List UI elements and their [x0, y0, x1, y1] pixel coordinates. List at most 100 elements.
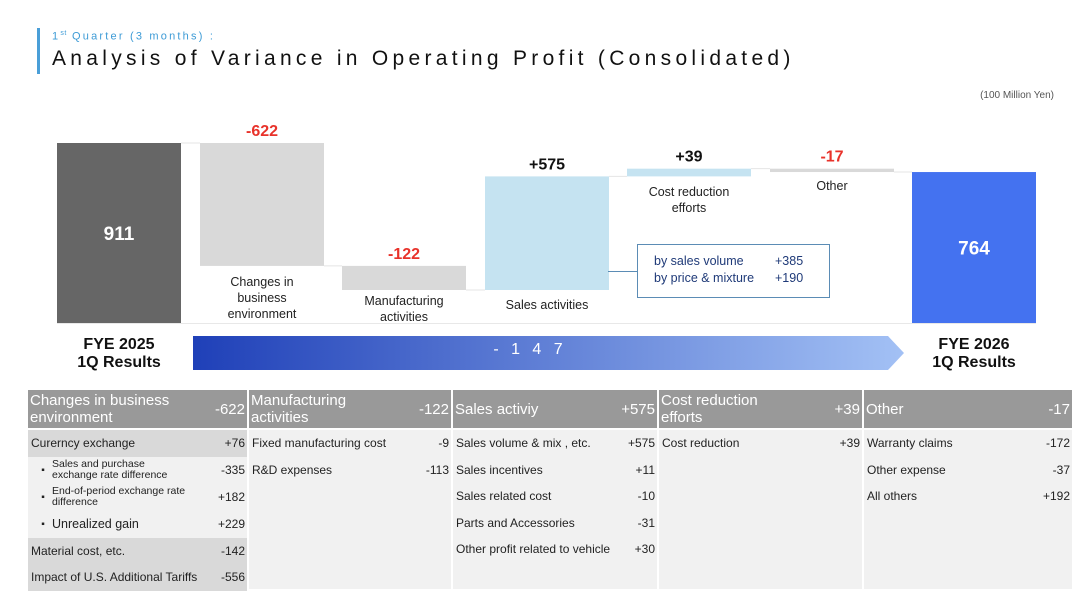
- callout-row: by price & mixture +190: [654, 270, 829, 287]
- column-title: Cost reduction efforts: [661, 392, 791, 426]
- table-row: Parts and Accessories -31: [453, 510, 657, 537]
- bullet-icon: ▪: [34, 465, 52, 476]
- bar-category-label: Changes in business environment: [228, 275, 297, 321]
- bar-value-label: 764: [958, 239, 990, 260]
- row-value: +11: [636, 463, 655, 477]
- bar-category-label: Cost reduction efforts: [649, 185, 730, 215]
- row-value: +39: [840, 436, 860, 450]
- column-title: Manufacturing activities: [251, 392, 381, 426]
- row-label-text: Sales and purchase exchange rate differe…: [52, 459, 192, 482]
- column-total: -17: [1048, 401, 1070, 418]
- table-column: Manufacturing activities -122 Fixed manufa…: [249, 390, 453, 589]
- table-column: Sales activiy +575 Sales volume & mix , et…: [453, 390, 659, 589]
- bar-value-label: +575: [529, 156, 565, 173]
- row-label-text: Cost reduction: [662, 436, 739, 450]
- bar-category-label: Sales activities: [506, 298, 589, 312]
- table-row: ▪ End-of-period exchange rate difference +…: [28, 484, 247, 511]
- row-value: -31: [638, 516, 655, 530]
- row-value: -335: [221, 463, 245, 477]
- row-label-text: Sales related cost: [456, 489, 551, 503]
- table-column-header: Manufacturing activities -122: [249, 390, 451, 430]
- callout-value: +385: [775, 253, 803, 270]
- callout-label: by price & mixture: [654, 270, 775, 287]
- variance-breakdown-table: Changes in business environment -622 Curer…: [28, 390, 1072, 589]
- start-period-line: FYE 2025: [48, 336, 190, 354]
- row-label-text: R&D expenses: [252, 463, 332, 477]
- column-title: Other: [866, 401, 904, 418]
- row-value: +192: [1043, 489, 1070, 503]
- row-label-text: End-of-period exchange rate difference: [52, 486, 192, 509]
- table-column: Changes in business environment -622 Curer…: [28, 390, 249, 589]
- column-title: Changes in business environment: [30, 392, 190, 426]
- bar-value-label: +39: [675, 149, 702, 166]
- table-row: Fixed manufacturing cost -9: [249, 430, 451, 457]
- total-change-value: - 1 4 7: [470, 341, 590, 359]
- table-row: Material cost, etc. -142: [28, 538, 247, 565]
- end-period-line: FYE 2026: [903, 336, 1045, 354]
- row-value: -113: [426, 463, 449, 477]
- row-label: Other profit related to vehicle: [456, 542, 610, 556]
- bar-sales-activities: [485, 176, 609, 290]
- bar-cost-reduction-efforts: [627, 169, 751, 177]
- row-label-text: Other profit related to vehicle: [456, 542, 610, 556]
- bar-other: [770, 169, 894, 172]
- bar-manufacturing-activities: [342, 266, 466, 290]
- table-row: ▪ Unrealized gain +229: [28, 511, 247, 538]
- unit-label: (100 Million Yen): [980, 90, 1054, 101]
- table-row: Other expense -37: [864, 457, 1072, 484]
- row-label: Sales related cost: [456, 489, 551, 503]
- callout-row: by sales volume +385: [654, 253, 829, 270]
- row-label: ▪ Sales and purchase exchange rate differ…: [34, 459, 192, 482]
- row-label-text: All others: [867, 489, 917, 503]
- bar-value-label: -622: [246, 123, 278, 140]
- page-subtitle: 1st Quarter (3 months) :: [52, 30, 215, 43]
- row-label: ▪ Unrealized gain: [34, 517, 139, 531]
- callout-connector: [608, 271, 637, 272]
- row-value: -10: [638, 489, 655, 503]
- column-total: +575: [621, 401, 655, 418]
- start-period-line: 1Q Results: [48, 354, 190, 372]
- table-row: Sales related cost -10: [453, 483, 657, 510]
- table-row: ▪ Sales and purchase exchange rate differ…: [28, 457, 247, 484]
- callout-value: +190: [775, 270, 803, 287]
- end-period-label: FYE 2026 1Q Results: [903, 336, 1045, 372]
- page-title: Analysis of Variance in Operating Profit…: [52, 47, 795, 71]
- row-label: Warranty claims: [867, 436, 953, 450]
- bullet-icon: ▪: [34, 519, 52, 530]
- row-label-text: Unrealized gain: [52, 517, 139, 531]
- row-label: Curerncy exchange: [31, 436, 135, 450]
- row-value: +76: [225, 436, 245, 450]
- table-column: Other -17 Warranty claims -172 Other expense…: [864, 390, 1072, 589]
- table-row: Warranty claims -172: [864, 430, 1072, 457]
- row-label-text: Other expense: [867, 463, 946, 477]
- column-total: +39: [835, 401, 860, 418]
- table-row: Cost reduction +39: [659, 430, 862, 457]
- table-row: Sales volume & mix , etc. +575: [453, 430, 657, 457]
- table-row: Other profit related to vehicle +30: [453, 536, 657, 563]
- row-value: -37: [1053, 463, 1070, 477]
- row-label-text: Parts and Accessories: [456, 516, 575, 530]
- bar-value-label: 911: [104, 224, 135, 245]
- row-label: Impact of U.S. Additional Tariffs: [31, 570, 197, 584]
- row-label: ▪ End-of-period exchange rate difference: [34, 486, 192, 509]
- end-period-line: 1Q Results: [903, 354, 1045, 372]
- bar-category-label: Other: [816, 179, 847, 193]
- table-column-header: Sales activiy +575: [453, 390, 657, 430]
- table-column: Cost reduction efforts +39 Cost reduction +…: [659, 390, 864, 589]
- table-column-header: Other -17: [864, 390, 1072, 430]
- table-row: All others +192: [864, 483, 1072, 510]
- row-label: Sales volume & mix , etc.: [456, 436, 591, 450]
- row-value: +229: [218, 517, 245, 531]
- table-row: R&D expenses -113: [249, 457, 451, 484]
- row-label-text: Warranty claims: [867, 436, 953, 450]
- row-label: R&D expenses: [252, 463, 332, 477]
- row-label-text: Impact of U.S. Additional Tariffs: [31, 570, 197, 584]
- table-column-header: Changes in business environment -622: [28, 390, 247, 430]
- column-title: Sales activiy: [455, 401, 538, 418]
- row-label: Other expense: [867, 463, 946, 477]
- table-row: Impact of U.S. Additional Tariffs -556: [28, 564, 247, 591]
- row-value: +182: [218, 490, 245, 504]
- table-row: Sales incentives +11: [453, 457, 657, 484]
- row-value: +30: [635, 542, 655, 556]
- row-label: Parts and Accessories: [456, 516, 575, 530]
